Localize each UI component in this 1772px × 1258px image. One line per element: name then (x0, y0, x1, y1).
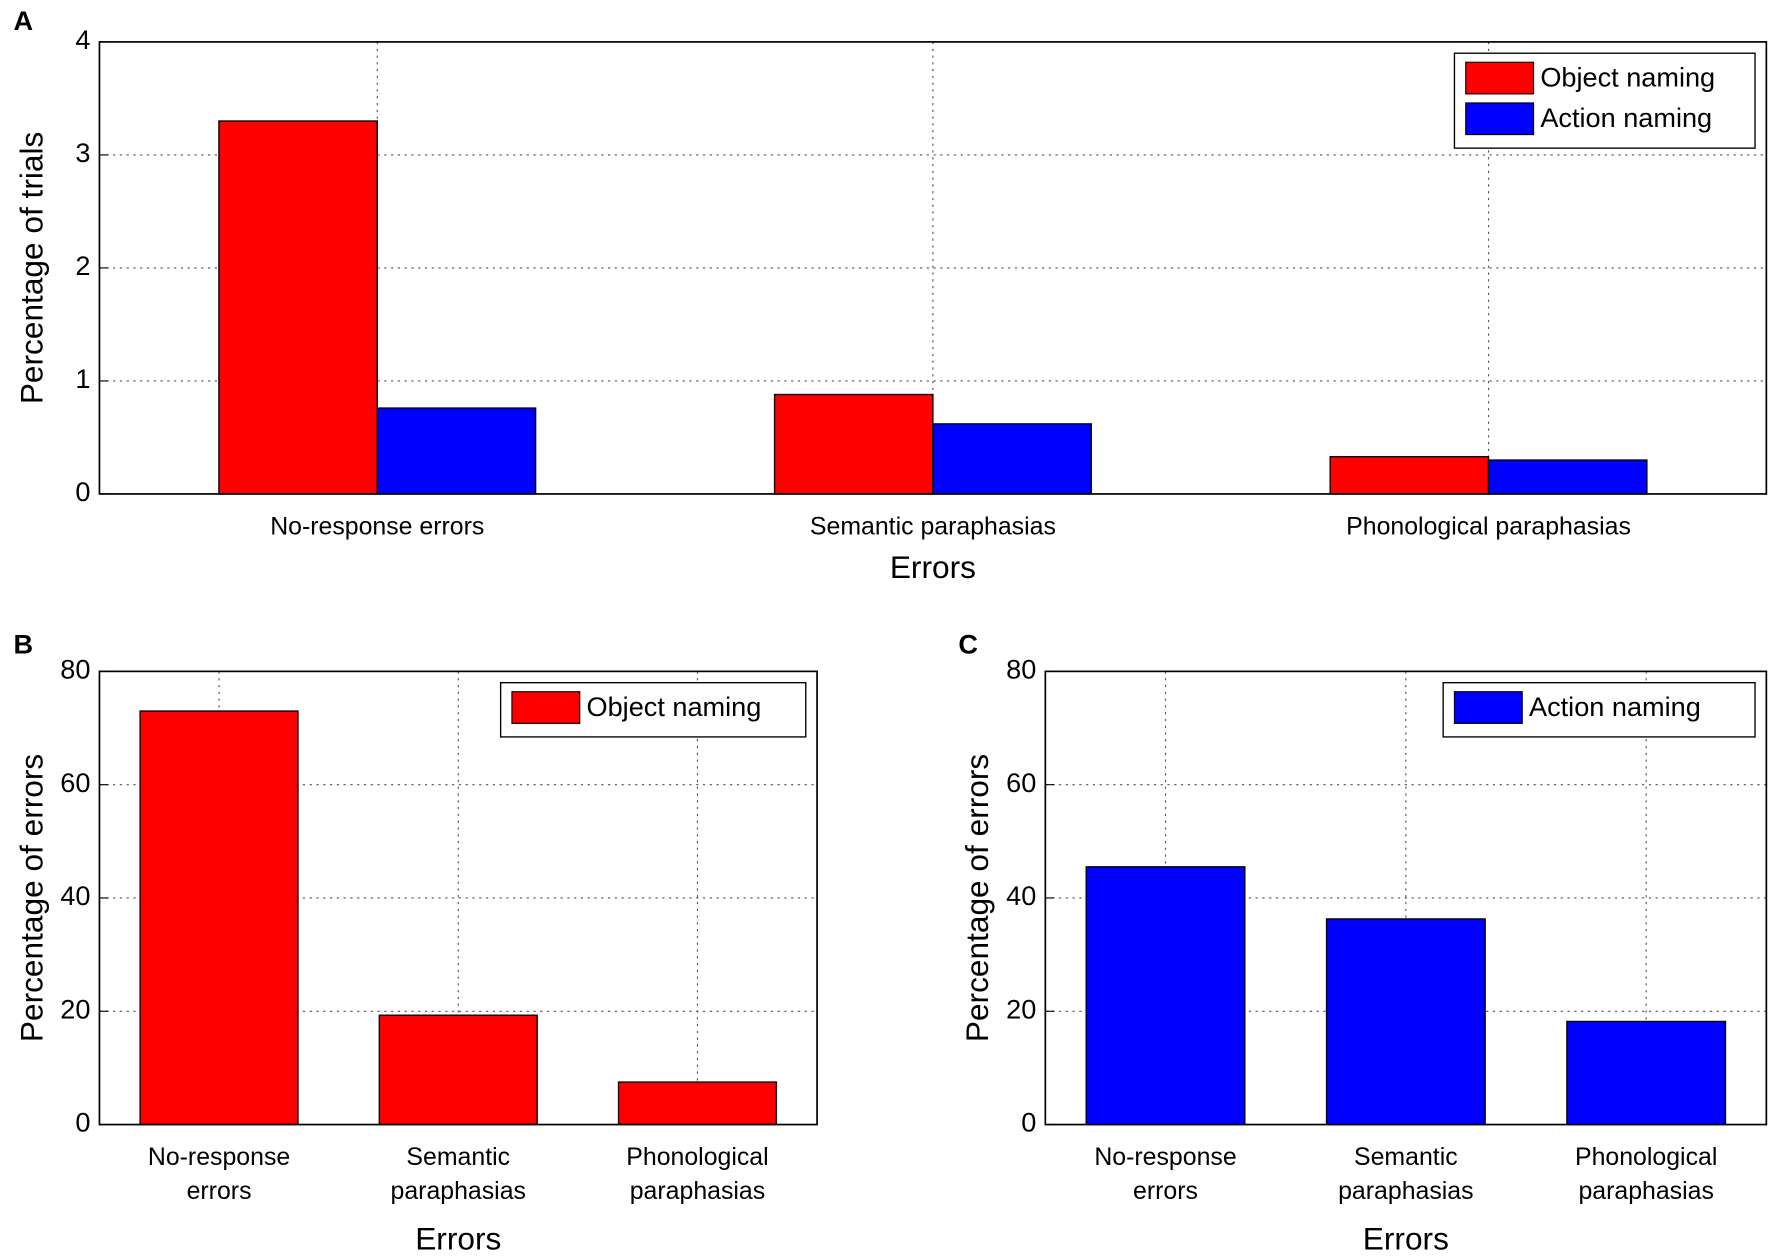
y-axis-label: Percentage of errors (13, 754, 49, 1042)
bar (617, 1081, 778, 1126)
bar (376, 407, 537, 495)
y-tick-label: 1 (75, 363, 90, 394)
legend-label: Action naming (1529, 691, 1701, 722)
panel-label: C (958, 629, 978, 660)
x-tick-label: Semantic paraphasias (1338, 1143, 1473, 1205)
bar (378, 1014, 538, 1126)
legend-swatch (1465, 102, 1535, 136)
bar (932, 423, 1092, 495)
y-tick-label: 40 (60, 880, 90, 911)
x-axis-label: Errors (415, 1220, 501, 1256)
y-tick-label: 3 (75, 137, 90, 168)
bar (1566, 1020, 1727, 1126)
y-tick-label: 60 (1006, 767, 1036, 798)
y-tick-label: 60 (60, 767, 90, 798)
panel-label: A (14, 5, 34, 36)
x-axis-label: Errors (1363, 1220, 1449, 1256)
y-tick-label: 20 (1006, 993, 1036, 1024)
legend-swatch (511, 691, 581, 724)
legend-label: Object naming (1540, 61, 1715, 92)
y-tick-label: 0 (1021, 1107, 1036, 1138)
legend-swatch (1453, 691, 1523, 724)
legend-swatch (1465, 61, 1535, 95)
bar (1487, 459, 1648, 495)
legend-label: Object naming (587, 691, 762, 722)
axes-frame (98, 670, 818, 1126)
bar (218, 120, 378, 495)
x-tick-label: Semantic paraphasias (810, 513, 1056, 541)
y-axis-label: Percentage of errors (959, 754, 995, 1042)
bar (1325, 918, 1486, 1126)
y-tick-label: 2 (75, 250, 90, 281)
y-tick-label: 0 (75, 1107, 90, 1138)
bar (1085, 866, 1246, 1126)
y-tick-label: 80 (1006, 654, 1036, 685)
x-tick-label: Phonological paraphasias (1346, 513, 1631, 541)
legend-label: Action naming (1540, 102, 1712, 133)
panel-label: B (14, 629, 34, 660)
y-tick-label: 80 (60, 654, 90, 685)
y-tick-label: 20 (60, 993, 90, 1024)
x-tick-label: Semantic paraphasias (391, 1143, 526, 1205)
bar (139, 710, 299, 1126)
y-tick-label: 0 (75, 476, 90, 507)
x-tick-label: No-response errors (1094, 1143, 1236, 1205)
x-tick-label: No-response errors (148, 1143, 290, 1205)
x-tick-label: Phonological paraphasias (1575, 1143, 1717, 1205)
y-axis-label: Percentage of trials (13, 132, 49, 404)
axes-frame (1044, 670, 1768, 1126)
axes-frame (98, 41, 1768, 495)
y-tick-label: 40 (1006, 880, 1036, 911)
x-tick-label: No-response errors (270, 513, 484, 541)
bar (1329, 455, 1490, 495)
y-tick-label: 4 (75, 24, 90, 55)
x-tick-label: Phonological paraphasias (626, 1143, 768, 1205)
x-axis-label: Errors (890, 549, 976, 585)
bar (773, 393, 934, 495)
